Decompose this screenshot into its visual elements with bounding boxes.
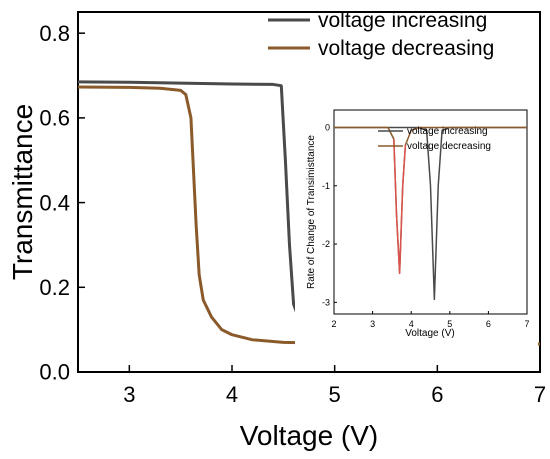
main-y-tick-label: 0.0 [39, 360, 70, 385]
inset-plot-frame [333, 109, 528, 315]
main-y-tick-label: 0.6 [39, 106, 70, 131]
inset-x-tick-label: 5 [447, 319, 452, 329]
inset-legend: voltage increasing voltage decreasing [378, 126, 491, 152]
main-y-tick-label: 0.8 [39, 21, 70, 46]
inset-x-tick-label: 6 [486, 319, 491, 329]
main-axis-ticks: 3 4 5 6 7 0.0 0.2 0.4 0.6 0.8 [39, 21, 546, 407]
main-legend-label-decreasing: voltage decreasing [318, 37, 494, 60]
main-x-axis-label: Voltage (V) [240, 420, 379, 451]
inset-y-tick-label: -2 [322, 239, 330, 249]
inset-x-tick-label: 4 [409, 319, 414, 329]
inset-x-tick-label: 7 [524, 319, 529, 329]
inset-series-line-2 [393, 139, 407, 274]
inset-plot: 2 3 4 5 6 7 0 -1 -2 -3 Rate of Change of Transimi… [295, 100, 538, 351]
inset-axis-ticks: 2 3 4 5 6 7 0 -1 -2 -3 [322, 123, 530, 329]
inset-y-tick-label: 0 [325, 123, 330, 133]
main-plot: 3 4 5 6 7 0.0 0.2 0.4 0.6 0.8 Transmittance Volta… [7, 9, 546, 451]
inset-series-lines [334, 126, 527, 301]
inset-y-axis-label: Rate of Change of Transimisttance [306, 135, 317, 289]
main-x-tick-label: 7 [534, 382, 546, 407]
main-x-tick-label: 6 [431, 382, 443, 407]
inset-x-tick-label: 2 [331, 319, 336, 329]
main-legend-label-increasing: voltage increasing [318, 9, 487, 32]
inset-y-tick-label: -3 [322, 297, 330, 307]
main-y-axis-label: Transmittance [7, 104, 38, 280]
main-series-line-1 [77, 85, 541, 346]
inset-background [295, 100, 538, 351]
inset-legend-label-increasing: voltage increasing [407, 126, 488, 137]
main-legend: voltage increasing voltage decreasing [268, 9, 494, 60]
inset-y-tick-label: -1 [322, 181, 330, 191]
main-y-tick-label: 0.2 [39, 275, 70, 300]
main-x-tick-label: 3 [123, 382, 135, 407]
inset-x-tick-label: 3 [370, 319, 375, 329]
inset-legend-label-decreasing: voltage decreasing [407, 141, 491, 152]
inset-series-line-0 [334, 126, 527, 301]
main-x-tick-label: 5 [329, 382, 341, 407]
main-plot-frame [77, 11, 541, 373]
inset-x-axis-label: Voltage (V) [405, 328, 454, 339]
main-x-tick-label: 4 [226, 382, 238, 407]
main-y-tick-label: 0.4 [39, 190, 70, 215]
